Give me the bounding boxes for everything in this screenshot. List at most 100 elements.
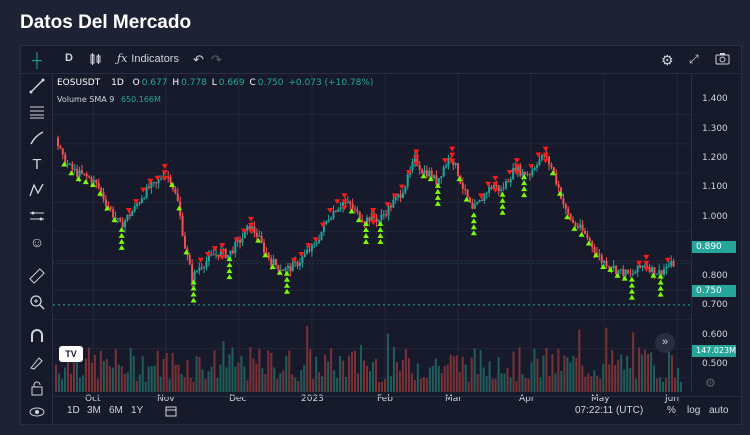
volume-bar bbox=[225, 367, 228, 392]
buy-signal-marker bbox=[355, 217, 362, 223]
candle-body bbox=[210, 254, 213, 256]
buy-signal-marker bbox=[557, 190, 564, 196]
volume-bar bbox=[210, 366, 213, 392]
emoji-icon[interactable]: ☺ bbox=[29, 234, 45, 250]
candle-body bbox=[478, 199, 481, 203]
candles-icon[interactable] bbox=[89, 52, 103, 66]
volume-bar bbox=[342, 360, 345, 392]
log-toggle[interactable]: log bbox=[687, 405, 701, 416]
buy-signal-marker bbox=[585, 240, 592, 246]
chart-plot-area[interactable] bbox=[53, 74, 691, 392]
lock-icon[interactable] bbox=[27, 378, 47, 398]
volume-bar bbox=[617, 359, 620, 392]
tradingview-logo[interactable]: TV bbox=[59, 346, 83, 362]
brush-icon[interactable] bbox=[27, 128, 47, 148]
time-tick: 2023 bbox=[301, 394, 324, 404]
crosshair-icon[interactable]: ┼ bbox=[32, 52, 42, 68]
volume-bar bbox=[557, 348, 560, 392]
buy-signal-marker bbox=[578, 231, 585, 237]
volume-bar bbox=[114, 348, 117, 392]
candle-body bbox=[524, 171, 527, 175]
buy-signal-marker bbox=[470, 212, 477, 218]
volume-bar bbox=[147, 366, 150, 392]
volume-bar bbox=[273, 367, 276, 392]
candle-body bbox=[509, 179, 512, 183]
volume-bar bbox=[527, 378, 530, 392]
volume-bar bbox=[99, 351, 102, 392]
range-1d-button[interactable]: 1D bbox=[67, 405, 80, 416]
pattern-icon[interactable] bbox=[27, 180, 47, 200]
time-tick: May bbox=[591, 394, 610, 404]
range-6m-button[interactable]: 6M bbox=[109, 405, 123, 416]
sell-signal-marker bbox=[384, 202, 391, 208]
candle-body bbox=[385, 214, 388, 216]
volume-bar bbox=[599, 378, 602, 392]
redo-icon[interactable]: ↷ bbox=[211, 52, 222, 67]
candle-body bbox=[406, 174, 409, 187]
utc-clock[interactable]: 07:22:11 (UTC) bbox=[575, 405, 644, 416]
time-tick: Mar bbox=[445, 394, 462, 404]
volume-bar bbox=[434, 358, 437, 392]
symbol-name[interactable]: EOSUSDT bbox=[57, 78, 101, 88]
indicators-button[interactable]: ƒx Indicators bbox=[117, 52, 179, 65]
fib-lines-icon[interactable] bbox=[27, 102, 47, 122]
candle-body bbox=[270, 258, 273, 266]
magnet-icon[interactable] bbox=[27, 326, 47, 346]
goto-date-icon[interactable] bbox=[165, 405, 177, 420]
candle-body bbox=[148, 186, 151, 189]
volume-badge: 147.023M bbox=[692, 345, 736, 357]
volume-bar bbox=[84, 358, 87, 392]
candle-body bbox=[80, 170, 83, 174]
candle-body bbox=[188, 254, 191, 265]
buy-signal-marker bbox=[564, 214, 571, 220]
volume-bar bbox=[63, 367, 66, 392]
candle-body bbox=[418, 165, 421, 170]
drawing-lock-icon[interactable] bbox=[27, 352, 47, 372]
candle-body bbox=[114, 217, 117, 219]
candle-body bbox=[155, 182, 158, 184]
candle-body bbox=[136, 203, 139, 206]
candle-body bbox=[437, 178, 440, 185]
candle-body bbox=[138, 202, 141, 204]
price-axis[interactable]: 1.400 1.300 1.200 1.100 1.000 0.800 0.70… bbox=[691, 74, 741, 392]
undo-icon[interactable]: ↶ bbox=[193, 52, 204, 67]
volume-bar bbox=[321, 376, 324, 392]
candle-body bbox=[435, 175, 438, 185]
candle-body bbox=[150, 182, 153, 189]
ruler-icon[interactable] bbox=[27, 266, 47, 286]
trend-line-icon[interactable] bbox=[27, 76, 47, 96]
volume-bar bbox=[258, 348, 261, 392]
volume-bar bbox=[605, 327, 608, 392]
measure-icon[interactable] bbox=[27, 206, 47, 226]
sell-signal-marker bbox=[513, 158, 520, 164]
percent-toggle[interactable]: % bbox=[667, 405, 676, 416]
volume-bar bbox=[449, 354, 452, 392]
candle-body bbox=[440, 176, 443, 179]
range-3m-button[interactable]: 3M bbox=[87, 405, 101, 416]
close-value: 0.750 bbox=[257, 78, 284, 88]
volume-bar bbox=[285, 356, 288, 392]
volume-bar bbox=[69, 373, 72, 392]
range-1y-button[interactable]: 1Y bbox=[131, 405, 144, 416]
auto-toggle[interactable]: auto bbox=[709, 405, 729, 416]
camera-icon[interactable] bbox=[715, 52, 730, 65]
candle-body bbox=[627, 269, 630, 274]
fullscreen-icon[interactable]: ⤢ bbox=[689, 52, 699, 66]
sell-signal-marker bbox=[442, 158, 449, 164]
eye-icon[interactable] bbox=[27, 402, 47, 422]
text-icon[interactable]: T bbox=[32, 155, 42, 173]
candlestick-chart[interactable] bbox=[53, 74, 691, 392]
sell-signal-marker bbox=[125, 208, 132, 214]
scroll-to-realtime-button[interactable]: » bbox=[655, 333, 675, 353]
settings-icon[interactable]: ⚙ bbox=[661, 52, 674, 68]
volume-label[interactable]: Volume SMA 9 bbox=[57, 95, 115, 104]
axis-settings-icon[interactable]: ⚙ bbox=[705, 376, 716, 390]
candle-body bbox=[92, 180, 95, 183]
interval-button[interactable]: D bbox=[65, 52, 73, 64]
candle-body bbox=[370, 213, 373, 222]
zoom-in-icon[interactable] bbox=[27, 292, 47, 312]
volume-bar bbox=[383, 378, 386, 392]
volume-bar bbox=[572, 355, 575, 392]
time-axis[interactable]: Oct Nov Dec 2023 Feb Mar Apr May Jun bbox=[53, 392, 691, 410]
volume-bar bbox=[371, 362, 374, 392]
